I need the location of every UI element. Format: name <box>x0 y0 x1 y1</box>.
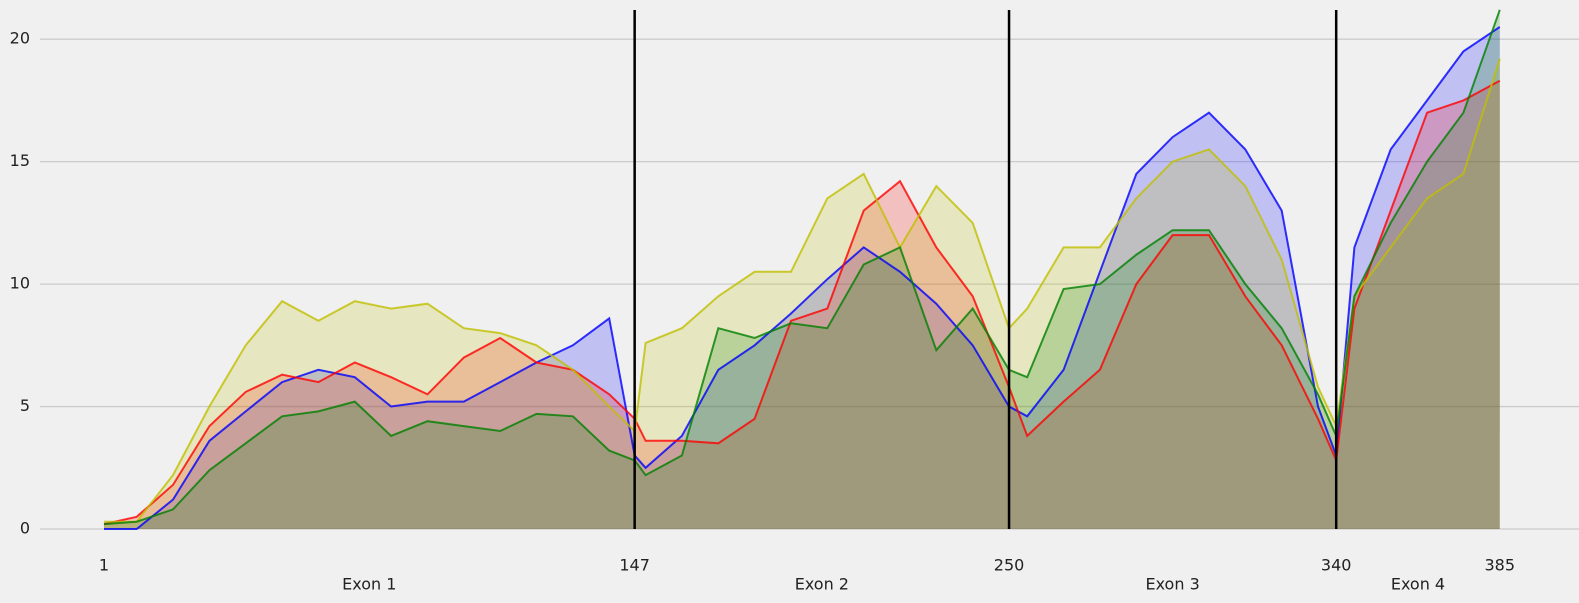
series-line <box>103 79 1501 526</box>
exon-label: Exon 4 <box>1391 575 1445 594</box>
exon-label: Exon 1 <box>342 575 396 594</box>
series-line <box>104 58 1501 523</box>
series-area <box>103 26 1500 530</box>
y-tick-label: 0 <box>20 519 30 538</box>
series-line <box>103 9 1501 526</box>
y-tick-label: 15 <box>10 151 30 170</box>
series-area <box>103 80 1500 530</box>
x-tick-label: 385 <box>1484 556 1515 575</box>
y-tick-label: 5 <box>20 396 30 415</box>
series-line <box>104 26 1501 530</box>
y-tick-label: 10 <box>10 274 30 293</box>
exon-label: Exon 3 <box>1145 575 1199 594</box>
x-tick-label: 250 <box>994 556 1025 575</box>
x-tick-label: 340 <box>1321 556 1352 575</box>
y-tick-label: 20 <box>10 29 30 48</box>
exon-label: Exon 2 <box>795 575 849 594</box>
series-area <box>103 9 1500 530</box>
x-tick-label: 147 <box>619 556 650 575</box>
x-tick-label: 1 <box>99 556 109 575</box>
series-area <box>103 58 1500 530</box>
